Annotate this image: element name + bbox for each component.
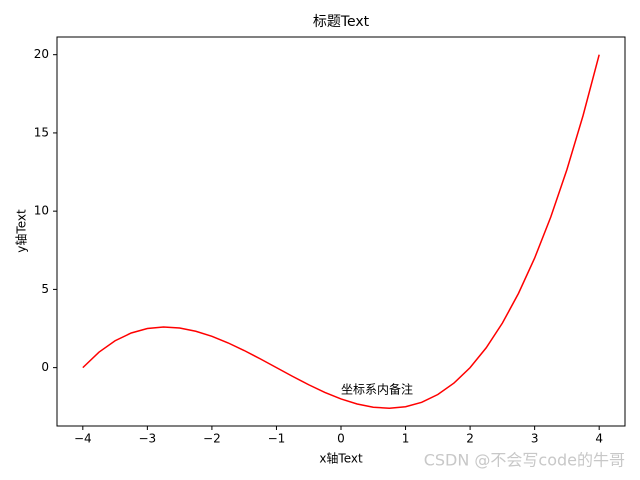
y-axis-label: y轴Text (14, 209, 29, 253)
x-tick-label: 2 (466, 432, 474, 446)
plot-frame (56, 36, 626, 427)
chart-title: 标题Text (313, 14, 370, 30)
y-tick-label: 20 (34, 47, 49, 61)
x-tick-label: −4 (74, 432, 92, 446)
y-tick-label: 10 (34, 204, 49, 218)
watermark: CSDN @不会写code的牛哥 (424, 451, 625, 470)
x-axis-label: x轴Text (319, 451, 363, 466)
y-tick-label: 15 (34, 125, 49, 139)
x-tick-label: 1 (402, 432, 410, 446)
y-tick-label: 5 (41, 282, 49, 296)
x-tick-label: −1 (268, 432, 286, 446)
x-tick-label: 3 (531, 432, 539, 446)
x-tick-label: 4 (595, 432, 603, 446)
x-tick-label: −3 (139, 432, 157, 446)
annotation: 坐标系内备注 (341, 381, 413, 396)
y-tick-label: 0 (41, 360, 49, 374)
line (82, 54, 600, 410)
x-tick-label: −2 (203, 432, 221, 446)
x-tick-label: 0 (337, 432, 345, 446)
